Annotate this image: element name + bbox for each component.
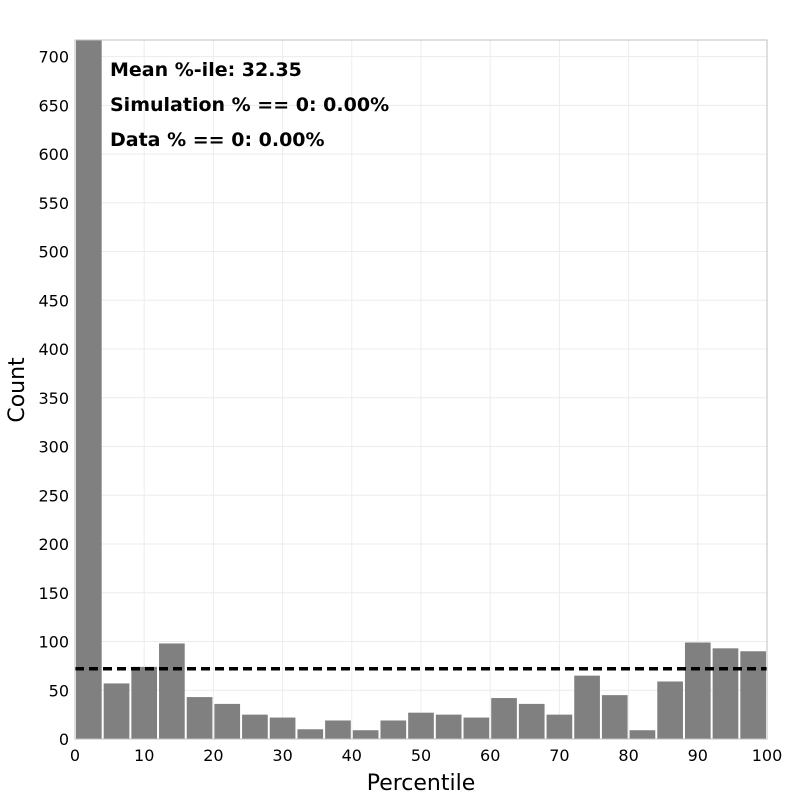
histogram-bar bbox=[242, 714, 268, 739]
histogram-bar bbox=[214, 703, 241, 739]
histogram-bar bbox=[684, 642, 711, 739]
x-tick-label: 50 bbox=[411, 746, 431, 765]
histogram-bar bbox=[269, 717, 296, 739]
histogram-bar bbox=[546, 714, 573, 739]
annotation-data: Data % == 0: 0.00% bbox=[110, 129, 325, 151]
histogram-bar bbox=[297, 729, 324, 739]
x-tick-label: 0 bbox=[70, 746, 80, 765]
histogram-bar bbox=[629, 730, 656, 739]
histogram-bar bbox=[463, 717, 490, 739]
y-tick-label: 450 bbox=[38, 291, 69, 310]
bars-group bbox=[76, 40, 766, 739]
x-tick-label: 60 bbox=[480, 746, 500, 765]
x-tick-label: 90 bbox=[688, 746, 708, 765]
x-tick-label: 40 bbox=[342, 746, 362, 765]
histogram-bar bbox=[518, 703, 545, 739]
x-tick-label: 10 bbox=[134, 746, 154, 765]
histogram-bar bbox=[574, 675, 600, 739]
x-axis-ticks: 0 10 20 30 40 50 60 70 80 90 100 bbox=[70, 746, 782, 765]
y-tick-label: 300 bbox=[38, 438, 69, 457]
y-tick-label: 100 bbox=[38, 633, 69, 652]
histogram-bar bbox=[408, 712, 434, 739]
y-tick-label: 50 bbox=[49, 681, 69, 700]
x-tick-label: 70 bbox=[549, 746, 569, 765]
histogram-bar bbox=[740, 651, 766, 739]
y-tick-label: 200 bbox=[38, 535, 69, 554]
y-tick-label: 150 bbox=[38, 584, 69, 603]
y-axis-label: Count bbox=[5, 357, 30, 423]
y-tick-label: 0 bbox=[59, 730, 69, 749]
plot-frame bbox=[74, 39, 768, 740]
y-tick-label: 250 bbox=[38, 486, 69, 505]
histogram-bar bbox=[352, 730, 379, 739]
annotation-simulation: Simulation % == 0: 0.00% bbox=[110, 94, 389, 116]
y-axis-ticks: 0 50 100 150 200 250 300 350 400 450 500 550 600 650 7… bbox=[38, 48, 69, 749]
histogram-bar bbox=[159, 643, 185, 739]
y-tick-label: 700 bbox=[38, 48, 69, 67]
histogram-bar bbox=[131, 666, 158, 739]
histogram-bar bbox=[491, 698, 517, 739]
histogram-bar bbox=[380, 720, 407, 739]
histogram-bar bbox=[325, 720, 351, 739]
y-tick-label: 550 bbox=[38, 194, 69, 213]
y-tick-label: 500 bbox=[38, 243, 69, 262]
y-tick-label: 600 bbox=[38, 145, 69, 164]
x-tick-label: 20 bbox=[203, 746, 223, 765]
y-tick-label: 650 bbox=[38, 96, 69, 115]
x-tick-label: 100 bbox=[752, 746, 783, 765]
histogram-bar bbox=[712, 648, 739, 739]
x-tick-label: 30 bbox=[272, 746, 292, 765]
histogram-bar bbox=[103, 683, 130, 739]
x-axis-label: Percentile bbox=[367, 771, 476, 796]
histogram-bar bbox=[601, 695, 628, 739]
histogram-bar bbox=[76, 40, 102, 739]
y-tick-label: 400 bbox=[38, 340, 69, 359]
histogram-bar bbox=[186, 697, 213, 739]
x-tick-label: 80 bbox=[618, 746, 638, 765]
y-tick-label: 350 bbox=[38, 389, 69, 408]
histogram-bar bbox=[657, 681, 683, 739]
histogram-bar bbox=[435, 714, 462, 739]
annotation-mean: Mean %-ile: 32.35 bbox=[110, 59, 302, 81]
